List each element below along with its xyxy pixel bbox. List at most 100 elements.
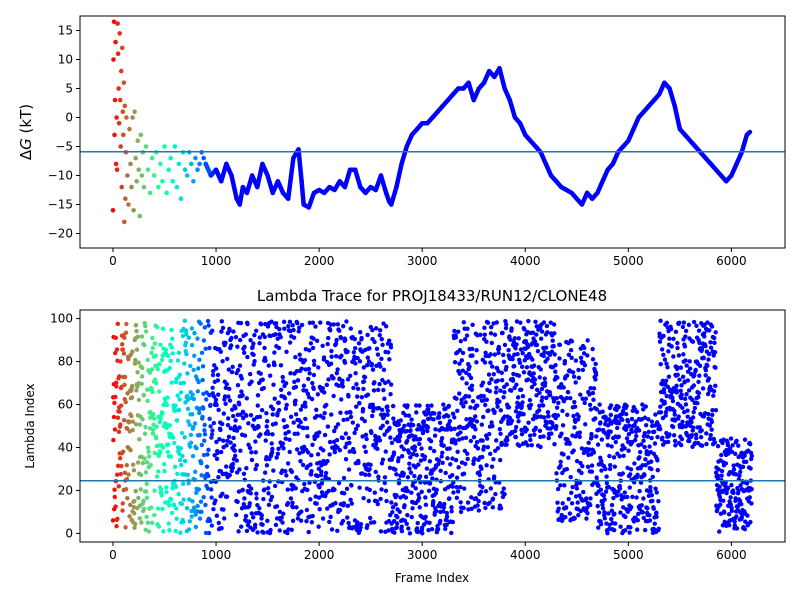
lambda-point bbox=[369, 430, 374, 436]
lambda-point bbox=[602, 516, 608, 521]
lambda-point bbox=[713, 383, 718, 389]
lambda-point bbox=[696, 390, 702, 396]
lambda-point bbox=[214, 366, 219, 371]
lambda-point bbox=[469, 495, 474, 500]
lambda-point bbox=[238, 320, 244, 326]
lambda-point bbox=[341, 324, 346, 329]
lambda-point bbox=[485, 320, 491, 325]
lambda-point bbox=[502, 342, 508, 348]
lambda-point bbox=[178, 530, 183, 535]
lambda-point bbox=[494, 438, 499, 443]
lambda-point bbox=[554, 424, 559, 429]
lambda-point bbox=[500, 352, 506, 358]
lambda-point bbox=[662, 400, 667, 406]
lambda-point bbox=[608, 412, 614, 418]
lambda-point bbox=[593, 416, 598, 421]
lambda-point bbox=[428, 446, 433, 451]
lambda-point bbox=[401, 471, 406, 476]
lambda-point bbox=[588, 496, 593, 501]
lambda-point bbox=[199, 461, 204, 466]
lambda-point bbox=[749, 453, 755, 459]
lambda-point bbox=[744, 481, 750, 486]
lambda-y-tick-label: 0 bbox=[65, 526, 73, 540]
lambda-point bbox=[559, 431, 564, 436]
lambda-point bbox=[557, 342, 563, 348]
lambda-point bbox=[217, 436, 222, 442]
lambda-point bbox=[195, 389, 201, 394]
lambda-point bbox=[344, 486, 350, 491]
lambda-point bbox=[394, 521, 400, 526]
lambda-point bbox=[518, 387, 524, 393]
lambda-point bbox=[169, 380, 174, 385]
lambda-point bbox=[461, 505, 466, 511]
lambda-point bbox=[672, 418, 678, 423]
lambda-point bbox=[466, 394, 472, 399]
lambda-point bbox=[251, 417, 257, 422]
lambda-point bbox=[503, 318, 508, 324]
lambda-point bbox=[150, 345, 155, 351]
lambda-point bbox=[185, 406, 191, 412]
lambda-point bbox=[488, 331, 494, 336]
lambda-y-tick-label: 80 bbox=[58, 355, 73, 369]
lambda-point bbox=[144, 495, 150, 500]
lambda-point bbox=[456, 329, 461, 334]
lambda-point bbox=[190, 392, 195, 397]
lambda-point bbox=[412, 473, 417, 479]
lambda-point bbox=[489, 377, 494, 382]
delta-g-point bbox=[124, 115, 129, 120]
lambda-point bbox=[244, 528, 250, 534]
delta-g-trace-segment bbox=[389, 184, 399, 207]
delta-g-point bbox=[117, 31, 122, 36]
lambda-point bbox=[202, 432, 208, 437]
lambda-point bbox=[391, 416, 396, 421]
lambda-point bbox=[197, 432, 202, 438]
lambda-point bbox=[370, 327, 375, 333]
lambda-point bbox=[288, 496, 294, 501]
delta-g-x-tick-label: 4000 bbox=[510, 254, 541, 268]
lambda-point bbox=[375, 352, 381, 357]
lambda-point bbox=[269, 449, 275, 455]
lambda-point bbox=[474, 439, 480, 445]
lambda-point bbox=[683, 334, 688, 339]
lambda-point bbox=[175, 393, 180, 398]
lambda-point bbox=[186, 335, 192, 340]
lambda-point bbox=[600, 506, 606, 511]
lambda-point bbox=[618, 524, 623, 529]
lambda-point bbox=[624, 403, 629, 409]
lambda-point bbox=[691, 425, 696, 430]
lambda-point bbox=[561, 452, 566, 457]
lambda-point bbox=[247, 501, 252, 506]
lambda-point bbox=[606, 484, 612, 490]
lambda-point bbox=[328, 328, 333, 333]
lambda-point bbox=[685, 378, 691, 383]
delta-g-point bbox=[125, 173, 130, 178]
lambda-point bbox=[205, 486, 211, 491]
lambda-point bbox=[460, 436, 465, 441]
lambda-point bbox=[690, 415, 696, 420]
lambda-point bbox=[734, 514, 739, 519]
lambda-point bbox=[513, 346, 518, 351]
lambda-point bbox=[706, 376, 712, 381]
lambda-point bbox=[463, 435, 469, 441]
lambda-point bbox=[276, 400, 281, 405]
lambda-point bbox=[661, 390, 667, 395]
lambda-point bbox=[576, 375, 582, 381]
lambda-point bbox=[738, 483, 743, 488]
lambda-point bbox=[577, 493, 582, 498]
lambda-point bbox=[373, 469, 378, 475]
lambda-point bbox=[224, 382, 230, 387]
lambda-point bbox=[417, 403, 422, 408]
lambda-point bbox=[244, 396, 249, 401]
lambda-point bbox=[563, 514, 568, 520]
lambda-point bbox=[259, 407, 265, 413]
lambda-x-tick-label: 0 bbox=[109, 548, 117, 562]
lambda-point bbox=[135, 460, 141, 465]
lambda-point bbox=[438, 518, 443, 524]
lambda-point bbox=[473, 414, 478, 419]
lambda-point bbox=[710, 412, 715, 418]
lambda-point bbox=[248, 412, 254, 418]
lambda-point bbox=[262, 334, 267, 340]
lambda-point bbox=[578, 392, 583, 397]
lambda-point bbox=[206, 323, 211, 328]
delta-g-point bbox=[191, 179, 196, 184]
